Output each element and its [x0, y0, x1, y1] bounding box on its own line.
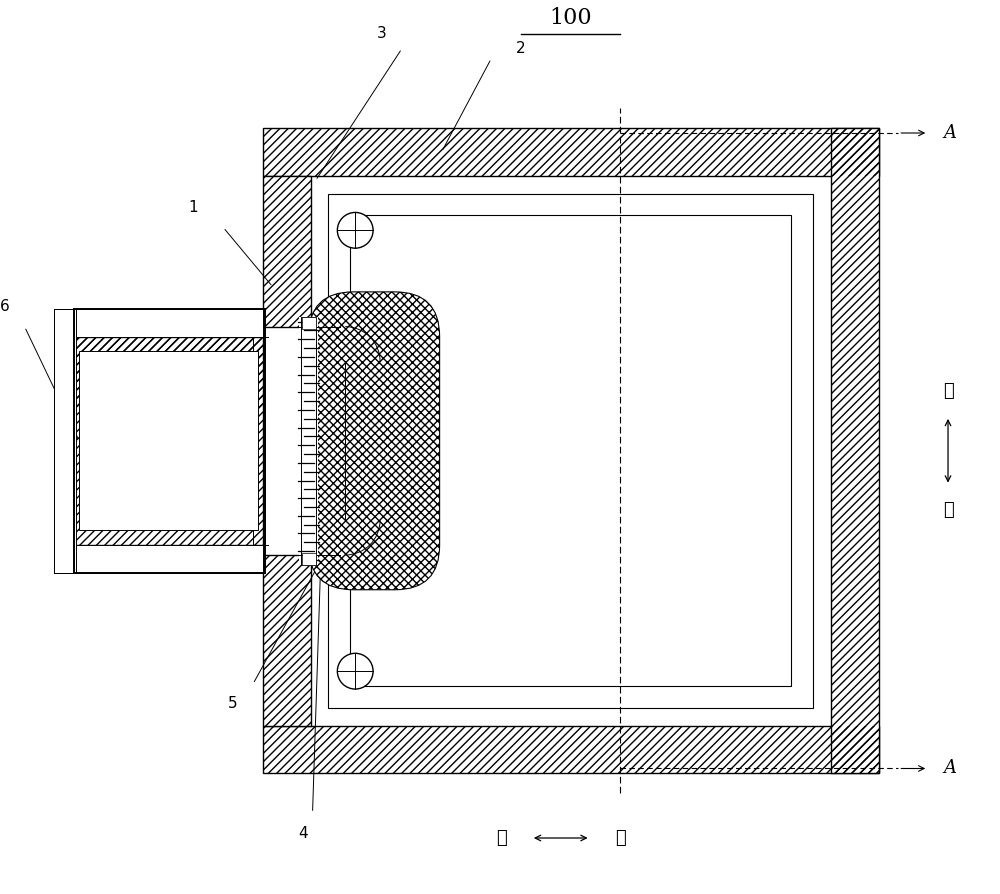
Bar [350, 215, 791, 686]
Bar [301, 316, 316, 565]
Bar [263, 555, 311, 726]
Bar [263, 128, 879, 176]
Bar [263, 176, 311, 326]
Bar [74, 308, 263, 336]
Bar [74, 336, 263, 545]
Bar [263, 555, 311, 726]
Text: 2: 2 [516, 41, 526, 56]
Text: 3: 3 [377, 26, 387, 41]
Text: 前: 前 [943, 382, 953, 401]
Bar [74, 336, 263, 409]
Text: 6: 6 [0, 299, 10, 315]
Text: A: A [943, 760, 956, 778]
Bar [74, 336, 263, 545]
Bar [831, 128, 879, 773]
Bar [263, 726, 879, 773]
Bar [302, 316, 316, 329]
Circle shape [337, 654, 373, 689]
Bar [263, 128, 879, 176]
Bar [263, 726, 879, 773]
Bar [54, 308, 76, 573]
Bar [263, 176, 311, 326]
Bar [74, 545, 263, 573]
Text: 后: 后 [943, 502, 953, 519]
Text: 4: 4 [298, 825, 307, 840]
FancyBboxPatch shape [309, 291, 440, 590]
Text: A: A [943, 124, 956, 142]
Text: 左: 左 [496, 829, 507, 847]
Bar [79, 351, 258, 530]
Text: 100: 100 [549, 7, 592, 29]
Text: 1: 1 [189, 200, 198, 215]
Bar [302, 553, 316, 565]
Text: 右: 右 [615, 829, 626, 847]
Circle shape [337, 213, 373, 249]
Text: 5: 5 [228, 696, 238, 712]
Bar [74, 336, 263, 409]
Bar [328, 194, 813, 708]
Bar [299, 316, 318, 565]
Bar [831, 128, 879, 773]
